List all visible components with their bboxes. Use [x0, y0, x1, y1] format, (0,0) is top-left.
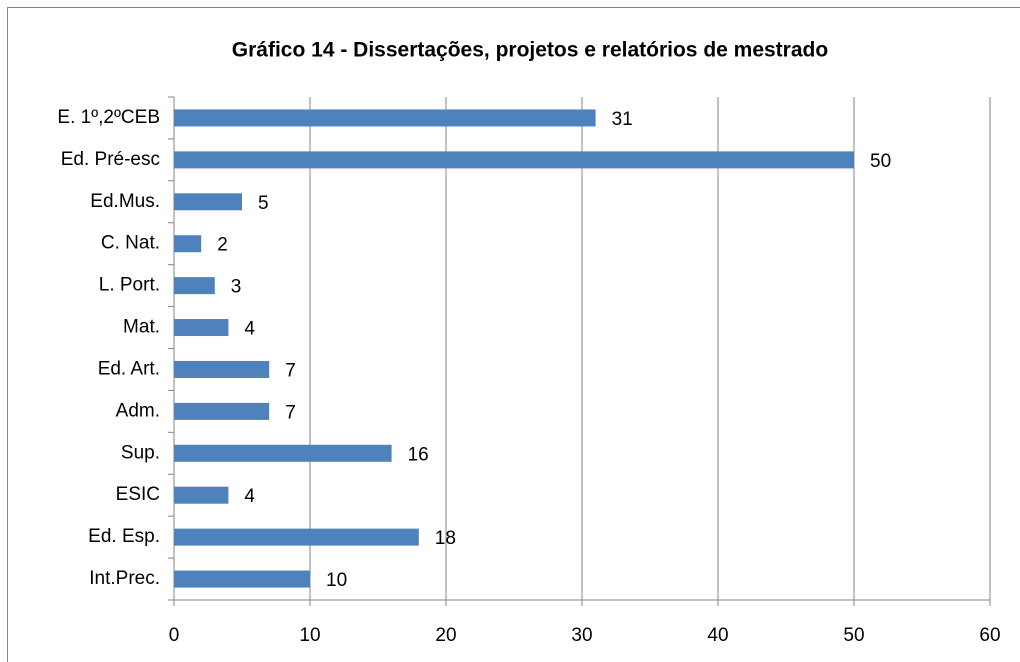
- data-label: 31: [612, 109, 633, 130]
- data-label: 50: [870, 151, 891, 172]
- bar: [174, 570, 310, 588]
- y-tick-label: Int.Prec.: [89, 568, 160, 589]
- x-tick-label: 10: [299, 625, 320, 646]
- y-tick-label: Ed. Esp.: [88, 526, 160, 547]
- x-tick-label: 50: [843, 625, 864, 646]
- y-tick-label: Adm.: [116, 400, 160, 421]
- data-label: 16: [408, 444, 429, 465]
- x-tick-label: 40: [707, 625, 728, 646]
- y-tick-label: E. 1º,2ºCEB: [57, 107, 160, 128]
- bar: [174, 109, 596, 127]
- bar: [174, 528, 419, 546]
- y-tick-label: C. Nat.: [101, 233, 160, 254]
- y-tick-label: Mat.: [123, 317, 160, 338]
- bar: [174, 319, 229, 337]
- data-label: 7: [285, 402, 296, 423]
- bar: [174, 193, 242, 211]
- data-label: 4: [244, 486, 255, 507]
- bar: [174, 151, 854, 169]
- y-tick-label: Ed.Mus.: [90, 191, 160, 212]
- data-label: 5: [258, 193, 269, 214]
- bar: [174, 235, 202, 253]
- y-tick-label: ESIC: [116, 484, 160, 505]
- y-tick-label: Ed. Pré-esc: [61, 149, 160, 170]
- x-tick-label: 60: [979, 625, 1000, 646]
- data-label: 18: [435, 528, 456, 549]
- bar: [174, 402, 270, 420]
- y-tick-label: Ed. Art.: [98, 358, 160, 379]
- chart-title: Gráfico 14 - Dissertações, projetos e re…: [232, 39, 828, 62]
- x-tick-label: 0: [169, 625, 180, 646]
- data-label: 10: [326, 570, 347, 591]
- data-label: 2: [217, 235, 228, 256]
- bar: [174, 277, 215, 295]
- x-tick-label: 30: [571, 625, 592, 646]
- x-tick-label: 20: [435, 625, 456, 646]
- data-label: 3: [231, 277, 242, 298]
- bar: [174, 360, 270, 378]
- data-label: 7: [285, 360, 296, 381]
- bar: [174, 444, 392, 462]
- bar: [174, 486, 229, 504]
- y-tick-label: Sup.: [121, 442, 160, 463]
- y-tick-label: L. Port.: [99, 275, 160, 296]
- data-label: 4: [244, 319, 255, 340]
